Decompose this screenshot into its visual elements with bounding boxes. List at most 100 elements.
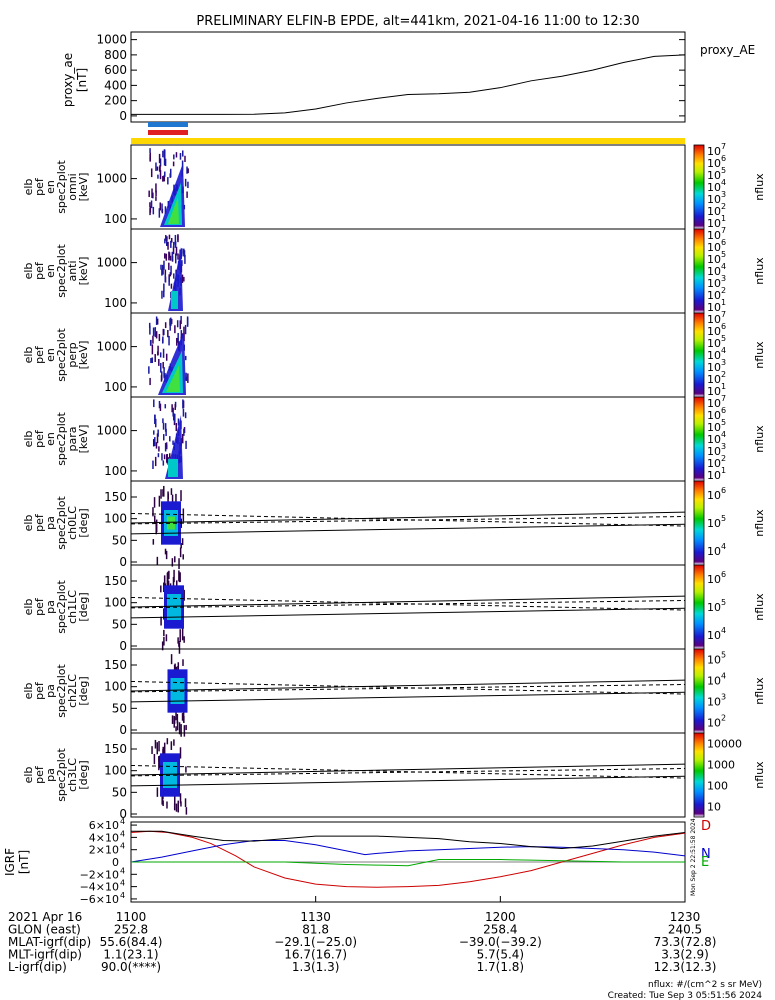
energy-pixel	[184, 355, 187, 361]
energy-pixel	[159, 158, 162, 167]
pitch-pixel	[168, 570, 170, 580]
pitch-pixel	[172, 576, 175, 589]
energy-2-cbar-tick: 10	[707, 361, 721, 374]
pitch-2-cbar-tick: 10	[707, 696, 721, 709]
pitch-pixel	[185, 724, 187, 731]
energy-pixel	[148, 366, 150, 374]
pitch-1-cbar-tick-exp: 6	[721, 570, 726, 579]
x-row-value: 16.7(16.7)	[284, 948, 347, 962]
pitch-1-colorbar	[693, 564, 705, 650]
energy-pixel	[165, 442, 168, 448]
energy-pixel	[169, 436, 171, 442]
pitch-pixel	[153, 753, 156, 765]
igrf-line-N	[130, 839, 686, 863]
energy-pixel	[158, 358, 160, 366]
energy-pixel	[165, 353, 168, 361]
pitch-pixel	[162, 749, 164, 756]
pitch-pixel	[156, 742, 159, 755]
pitch-pixel	[179, 629, 181, 643]
energy-1-colorbar	[693, 228, 705, 314]
energy-frame	[130, 144, 686, 230]
pitch-pixel	[183, 636, 185, 643]
x-row-value: 55.6(84.4)	[100, 935, 163, 949]
pitch-pixel	[160, 489, 162, 499]
energy-pixel	[172, 413, 175, 421]
energy-2-cbar-tick-exp: 1	[721, 382, 726, 391]
ae-series-line	[131, 54, 686, 115]
energy-ytick-label: 1000	[96, 256, 127, 270]
energy-pixel	[155, 183, 157, 193]
energy-pixel	[163, 367, 165, 377]
igrf-ytick-exp: 4	[120, 866, 125, 875]
energy-3-cbar-tick-exp: 4	[721, 430, 726, 439]
energy-pixel	[174, 253, 177, 264]
energy-0-ylabel: [keV]	[77, 173, 90, 202]
energy-pixel	[183, 428, 185, 436]
pitch-3-ylabel: spec2plot	[55, 748, 68, 802]
igrf-panel: −6×10 4−4×10 4−2×10 402×10 44×10 46×10 4 IGRF …	[3, 817, 711, 906]
ae-frame	[130, 31, 686, 123]
pitch-pixel	[156, 556, 159, 566]
energy-3-cbar-tick: 10	[707, 445, 721, 458]
energy-pixel	[156, 318, 159, 325]
pitch-2-cbar-tick-exp: 5	[721, 651, 726, 660]
energy-1-cbar-tick: 10	[707, 253, 721, 266]
energy-frame	[130, 228, 686, 314]
pitch-pixel	[166, 738, 169, 745]
pitch-pixel	[174, 556, 176, 563]
igrf-line-D	[130, 830, 686, 888]
energy-pixel	[170, 291, 172, 299]
igrf-series	[130, 830, 686, 888]
energy-pixel	[180, 330, 183, 338]
energy-pixel	[164, 253, 166, 259]
energy-ytick-label: 1000	[96, 172, 127, 186]
pitch-1-cbar-tick: 10	[707, 601, 721, 614]
ae-ytick-label: 400	[104, 78, 127, 92]
energy-2-ylabel: en	[44, 348, 57, 362]
x-row-value: 81.8	[302, 923, 329, 937]
energy-pixel	[163, 283, 165, 292]
energy-pixel	[172, 161, 175, 167]
energy-pixel	[168, 276, 170, 286]
energy-pixel	[173, 154, 175, 160]
pitch-dashed-line-1	[130, 596, 686, 611]
energy-pixel	[155, 162, 157, 171]
pitch-pixel	[179, 793, 182, 804]
pitch-pixel	[160, 616, 162, 626]
energy-pixel	[163, 149, 166, 159]
energy-3-ylabel: para	[66, 427, 79, 452]
energy-pixel	[158, 333, 161, 342]
energy-pixel	[167, 329, 169, 338]
energy-ytick-label: 1000	[96, 340, 127, 354]
igrf-ytick-label: 4×10	[89, 831, 119, 844]
energy-pixel	[180, 315, 182, 324]
pitch-pixel	[163, 636, 165, 646]
energy-2-colorbar	[693, 312, 705, 398]
energy-1-ylabel: [keV]	[77, 257, 90, 286]
pitch-3-ylabel: ch3LC	[66, 758, 79, 792]
pitch-pixel	[160, 585, 162, 593]
energy-0-cbar-tick: 10	[707, 157, 721, 170]
energy-pixel	[150, 200, 153, 209]
energy-pixel	[158, 446, 160, 452]
pitch-1-cbar-tick-exp: 4	[721, 626, 726, 635]
x-row-label: L-igrf(dip)	[8, 960, 67, 974]
energy-1-cbar-tick-exp: 6	[721, 238, 726, 247]
x-row-value: 1100	[116, 910, 147, 924]
energy-pixel	[152, 439, 155, 447]
ae-ylabel-1: proxy_ae	[61, 53, 75, 107]
energy-2-cbar-label: nflux	[753, 341, 766, 369]
energy-pixel	[152, 192, 154, 199]
energy-pixel	[155, 190, 157, 196]
energy-1-cbar-tick: 10	[707, 289, 721, 302]
energy-pixel	[162, 266, 164, 275]
pitch-3-cbar-tick: 10	[707, 801, 721, 814]
energy-pixel	[184, 254, 186, 264]
pitch-ytick-label: 0	[119, 555, 127, 569]
pitch-pixel	[163, 608, 165, 620]
energy-0-cbar-tick: 10	[707, 193, 721, 206]
energy-pixel	[157, 174, 159, 179]
energy-pixel	[156, 166, 159, 171]
